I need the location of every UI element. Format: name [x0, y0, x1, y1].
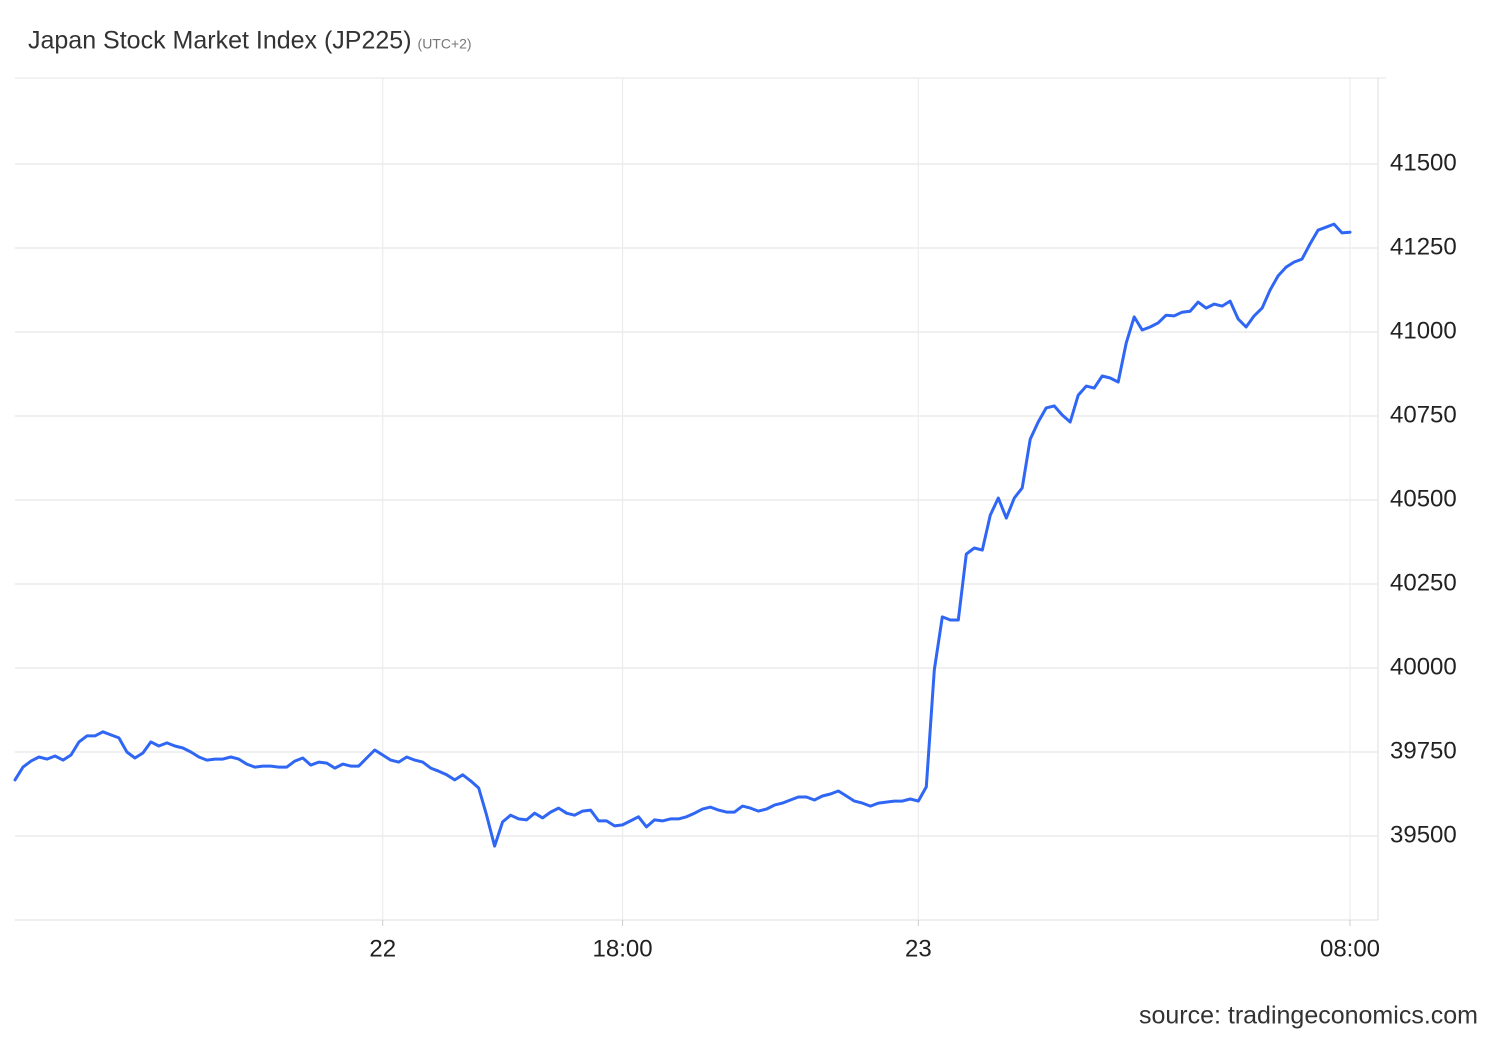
- y-tick-label: 39750: [1390, 737, 1457, 764]
- y-tick-label: 40750: [1390, 401, 1457, 428]
- y-tick-label: 40000: [1390, 653, 1457, 680]
- x-tick-label: 23: [905, 935, 932, 962]
- x-tick-label: 18:00: [593, 935, 653, 962]
- y-tick-label: 40250: [1390, 569, 1457, 596]
- chart-title: Japan Stock Market Index (JP225): [28, 27, 412, 55]
- y-tick-label: 39500: [1390, 821, 1457, 848]
- source-note: source: tradingeconomics.com: [1139, 1002, 1478, 1030]
- price-line: [13, 222, 1352, 848]
- x-tick-label: 08:00: [1320, 935, 1380, 962]
- chart-subtitle: (UTC+2): [418, 36, 472, 52]
- y-tick-label: 41500: [1390, 149, 1457, 176]
- y-tick-label: 40500: [1390, 485, 1457, 512]
- y-tick-label: 41000: [1390, 317, 1457, 344]
- x-tick-label: 22: [369, 935, 396, 962]
- y-tick-label: 41250: [1390, 233, 1457, 260]
